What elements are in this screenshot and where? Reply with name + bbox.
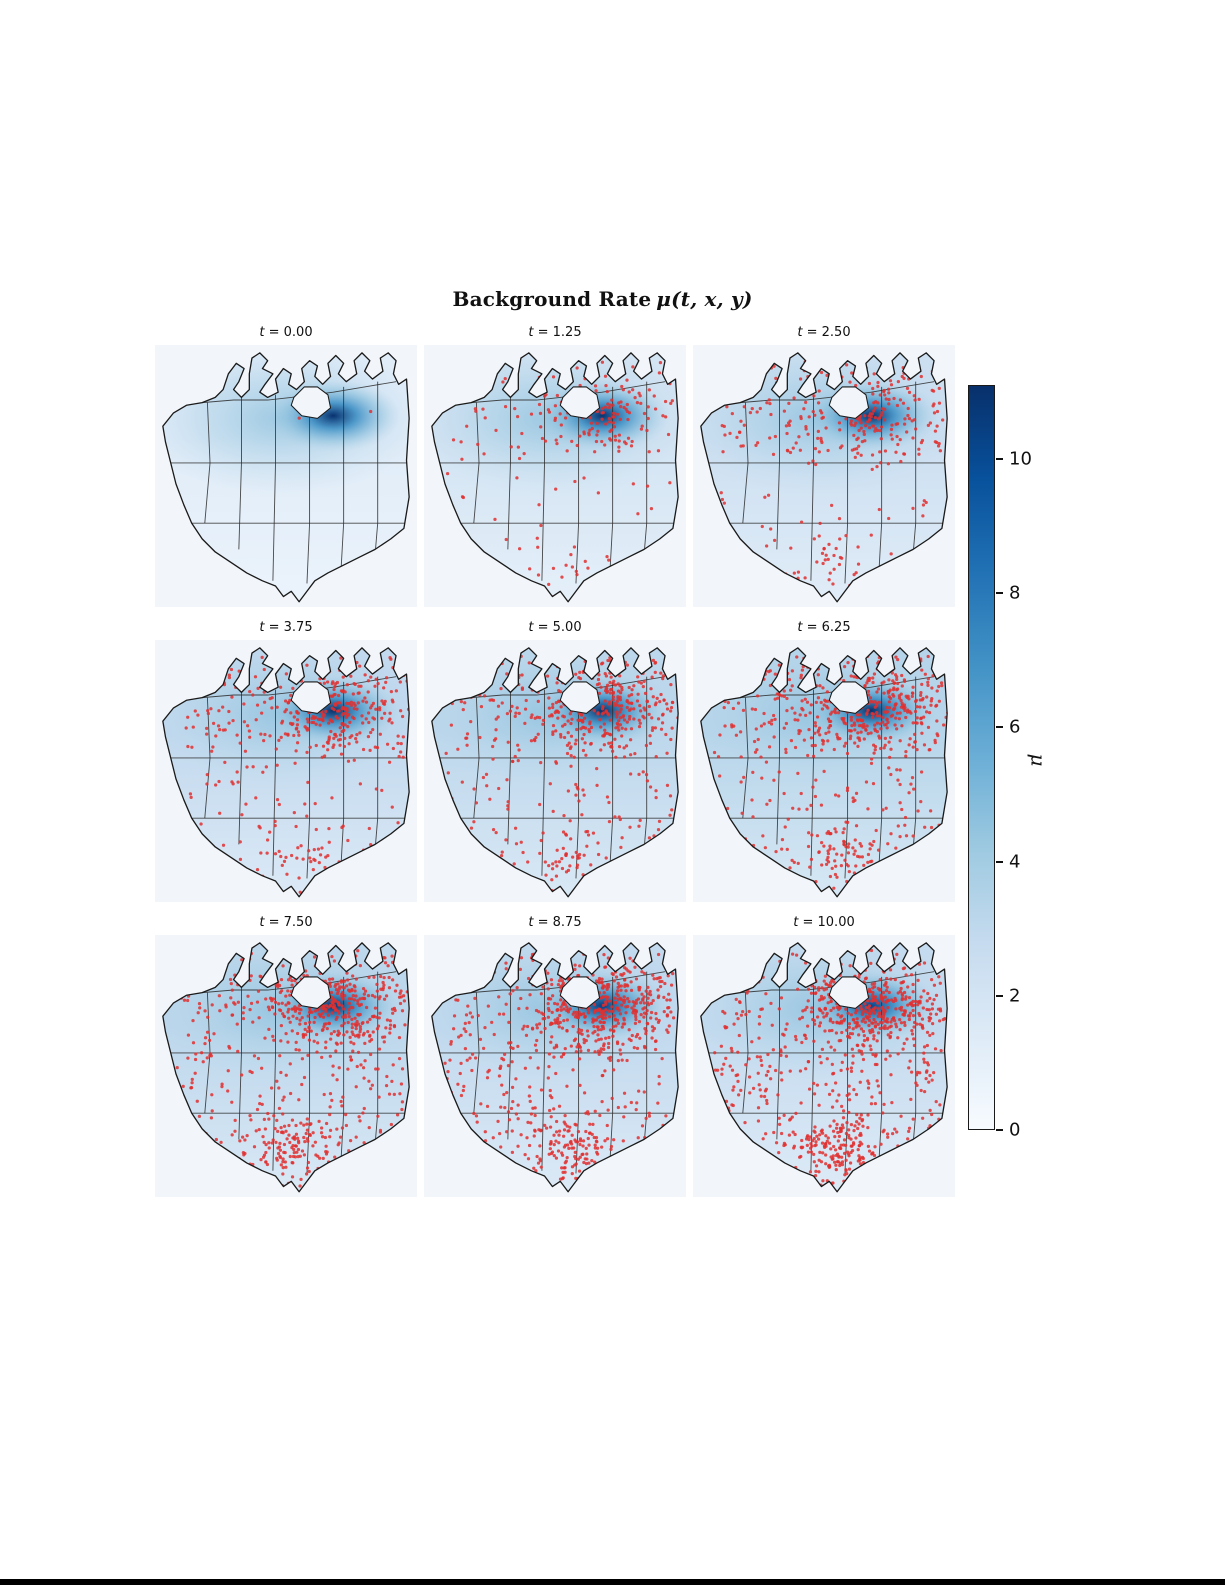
- water-inlet-outline: [828, 386, 870, 419]
- water-inlet-outline: [559, 386, 601, 419]
- panel-title: t = 8.75: [528, 915, 582, 930]
- city-outline: [700, 352, 948, 603]
- colorbar-tick-label: 4: [1009, 851, 1021, 873]
- panel-title: t = 10.00: [793, 915, 855, 930]
- panel-grid: t = 0.00 t = 1.25 t = 2.50 t = 3.75 t = 5.00…: [155, 323, 955, 1197]
- map-svg: [693, 935, 955, 1197]
- figure-title: Background Rate μ(t, x, y): [150, 287, 1055, 311]
- event-dots: [297, 409, 373, 420]
- district-boundary: [740, 381, 935, 404]
- water-inlet-outline: [559, 681, 601, 714]
- map-panel: t = 3.75: [155, 618, 417, 902]
- heat-layer: [700, 942, 948, 1192]
- heat-layer: [700, 352, 948, 602]
- map-svg: [424, 345, 686, 607]
- panel-title: t = 0.00: [259, 325, 313, 340]
- colorbar-tick-mark: [996, 726, 1003, 729]
- colorbar-label: μ: [1026, 753, 1051, 767]
- city-outline: [162, 352, 410, 603]
- map-svg: [155, 640, 417, 902]
- panel-title: t = 5.00: [528, 620, 582, 635]
- colorbar-gradient: [968, 385, 995, 1130]
- panel-title: t = 3.75: [259, 620, 313, 635]
- map-panel: t = 2.50: [693, 323, 955, 607]
- map-svg: [693, 640, 955, 902]
- city-outline: [162, 647, 410, 898]
- panel-title: t = 1.25: [528, 325, 582, 340]
- colorbar-tick-label: 2: [1009, 985, 1021, 1007]
- bottom-border-line: [0, 1579, 1225, 1585]
- district-boundary: [740, 676, 935, 699]
- map-panel: t = 7.50: [155, 913, 417, 1197]
- colorbar-tick-mark: [996, 860, 1003, 863]
- water-inlet-outline: [290, 681, 332, 714]
- district-boundary: [202, 676, 397, 699]
- map-svg: [693, 345, 955, 607]
- city-outline: [431, 647, 679, 898]
- water-inlet-outline: [559, 976, 601, 1009]
- map-svg: [424, 640, 686, 902]
- water-inlet-outline: [290, 976, 332, 1009]
- colorbar-tick-label: 8: [1009, 582, 1021, 604]
- heat-layer: [162, 942, 410, 1192]
- panel-title: t = 6.25: [797, 620, 851, 635]
- map-panel: t = 5.00: [424, 618, 686, 902]
- colorbar-tick-label: 10: [1009, 448, 1032, 470]
- colorbar-tick-mark: [996, 592, 1003, 595]
- colorbar-tick-mark: [996, 457, 1003, 460]
- water-inlet-outline: [290, 386, 332, 419]
- map-panel: t = 8.75: [424, 913, 686, 1197]
- map-panel: t = 0.00: [155, 323, 417, 607]
- panel-title: t = 7.50: [259, 915, 313, 930]
- map-svg: [155, 345, 417, 607]
- city-outline: [431, 942, 679, 1193]
- map-panel: t = 6.25: [693, 618, 955, 902]
- water-inlet-outline: [828, 976, 870, 1009]
- city-outline: [162, 942, 410, 1193]
- colorbar-ticks: 0 2 4 6 8 10: [996, 385, 1066, 1141]
- heat-layer: [162, 352, 410, 602]
- district-boundary: [202, 381, 397, 404]
- heat-layer: [700, 647, 948, 897]
- colorbar-tick-label: 6: [1009, 716, 1021, 738]
- map-panel: t = 10.00: [693, 913, 955, 1197]
- panel-title: t = 2.50: [797, 325, 851, 340]
- map-svg: [424, 935, 686, 1197]
- water-inlet-outline: [828, 681, 870, 714]
- map-panel: t = 1.25: [424, 323, 686, 607]
- heat-layer: [162, 647, 410, 897]
- city-outline: [431, 352, 679, 603]
- heat-layer: [431, 647, 679, 897]
- colorbar-tick-label: 0: [1009, 1119, 1021, 1141]
- map-svg: [155, 935, 417, 1197]
- district-boundary: [471, 381, 666, 404]
- district-boundary: [740, 971, 935, 994]
- colorbar-tick-mark: [996, 994, 1003, 997]
- heat-layer: [431, 942, 679, 1192]
- heat-layer: [431, 352, 679, 602]
- figure-title-bold: Background Rate: [452, 287, 652, 311]
- colorbar-tick-mark: [996, 1129, 1003, 1131]
- city-outline: [700, 942, 948, 1193]
- figure-title-math: μ(t, x, y): [656, 287, 753, 311]
- city-outline: [700, 647, 948, 898]
